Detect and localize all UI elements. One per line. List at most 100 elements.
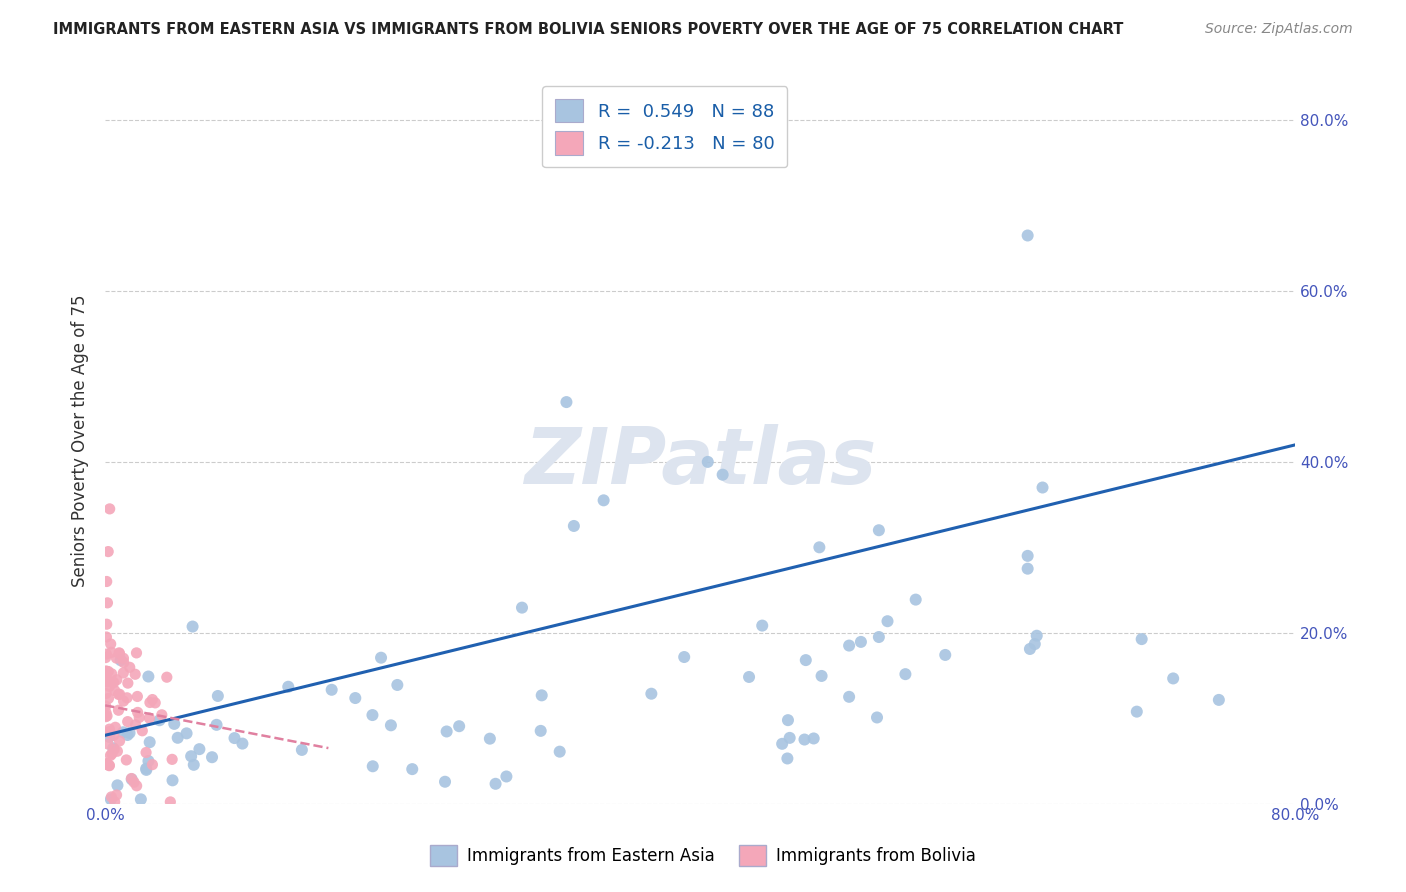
Point	[143, 696, 166, 710]
Point	[105, 651, 128, 665]
Point	[135, 762, 157, 776]
Point	[139, 696, 162, 710]
Point	[904, 592, 927, 607]
Point	[117, 728, 139, 742]
Point	[107, 687, 129, 701]
Point	[495, 769, 517, 783]
Point	[150, 707, 173, 722]
Point	[104, 683, 127, 698]
Point	[141, 757, 163, 772]
Point	[103, 728, 125, 742]
Point	[97, 725, 120, 739]
Point	[166, 731, 188, 745]
Point	[344, 691, 367, 706]
Point	[201, 750, 224, 764]
Point	[1025, 629, 1047, 643]
Text: ZIPatlas: ZIPatlas	[524, 425, 876, 500]
Point	[108, 687, 131, 701]
Point	[122, 775, 145, 789]
Point	[118, 726, 141, 740]
Point	[112, 656, 135, 670]
Point	[96, 757, 118, 772]
Point	[105, 744, 128, 758]
Point	[97, 544, 120, 558]
Point	[98, 758, 121, 772]
Point	[97, 691, 120, 706]
Point	[361, 708, 384, 723]
Point	[321, 682, 343, 697]
Point	[849, 635, 872, 649]
Point	[96, 647, 118, 661]
Point	[96, 709, 118, 723]
Point	[105, 673, 128, 687]
Point	[436, 724, 458, 739]
Point	[138, 754, 160, 768]
Point	[794, 653, 817, 667]
Legend: R =  0.549   N = 88, R = -0.213   N = 80: R = 0.549 N = 88, R = -0.213 N = 80	[541, 87, 787, 167]
Point	[434, 774, 457, 789]
Point	[934, 648, 956, 662]
Point	[128, 710, 150, 724]
Point	[592, 493, 614, 508]
Point	[176, 726, 198, 740]
Point	[808, 541, 831, 555]
Point	[94, 664, 117, 678]
Point	[94, 699, 117, 714]
Point	[101, 747, 124, 761]
Point	[277, 680, 299, 694]
Point	[110, 653, 132, 667]
Point	[207, 689, 229, 703]
Point	[98, 730, 121, 744]
Point	[98, 680, 121, 694]
Point	[159, 795, 181, 809]
Point	[188, 742, 211, 756]
Point	[127, 690, 149, 704]
Point	[100, 666, 122, 681]
Point	[100, 748, 122, 763]
Point	[98, 674, 121, 689]
Point	[1161, 672, 1184, 686]
Point	[776, 751, 799, 765]
Point	[96, 674, 118, 689]
Point	[107, 778, 129, 792]
Point	[135, 763, 157, 777]
Point	[100, 645, 122, 659]
Point	[120, 772, 142, 786]
Point	[96, 664, 118, 678]
Point	[96, 596, 118, 610]
Point	[387, 678, 409, 692]
Point	[96, 617, 118, 632]
Point	[107, 703, 129, 717]
Point	[478, 731, 501, 746]
Point	[105, 788, 128, 802]
Point	[380, 718, 402, 732]
Point	[100, 637, 122, 651]
Point	[738, 670, 761, 684]
Point	[115, 753, 138, 767]
Point	[103, 741, 125, 756]
Point	[124, 717, 146, 731]
Point	[104, 720, 127, 734]
Point	[484, 777, 506, 791]
Point	[124, 667, 146, 681]
Point	[148, 713, 170, 727]
Point	[103, 742, 125, 756]
Point	[117, 714, 139, 729]
Point	[894, 667, 917, 681]
Point	[98, 724, 121, 739]
Point	[810, 669, 832, 683]
Point	[97, 665, 120, 679]
Point	[96, 672, 118, 686]
Point	[138, 711, 160, 725]
Point	[163, 717, 186, 731]
Point	[803, 731, 825, 746]
Point	[108, 647, 131, 661]
Point	[876, 614, 898, 628]
Point	[156, 670, 179, 684]
Point	[108, 734, 131, 748]
Point	[108, 646, 131, 660]
Point	[1019, 642, 1042, 657]
Point	[112, 665, 135, 680]
Point	[1031, 481, 1053, 495]
Point	[224, 731, 246, 745]
